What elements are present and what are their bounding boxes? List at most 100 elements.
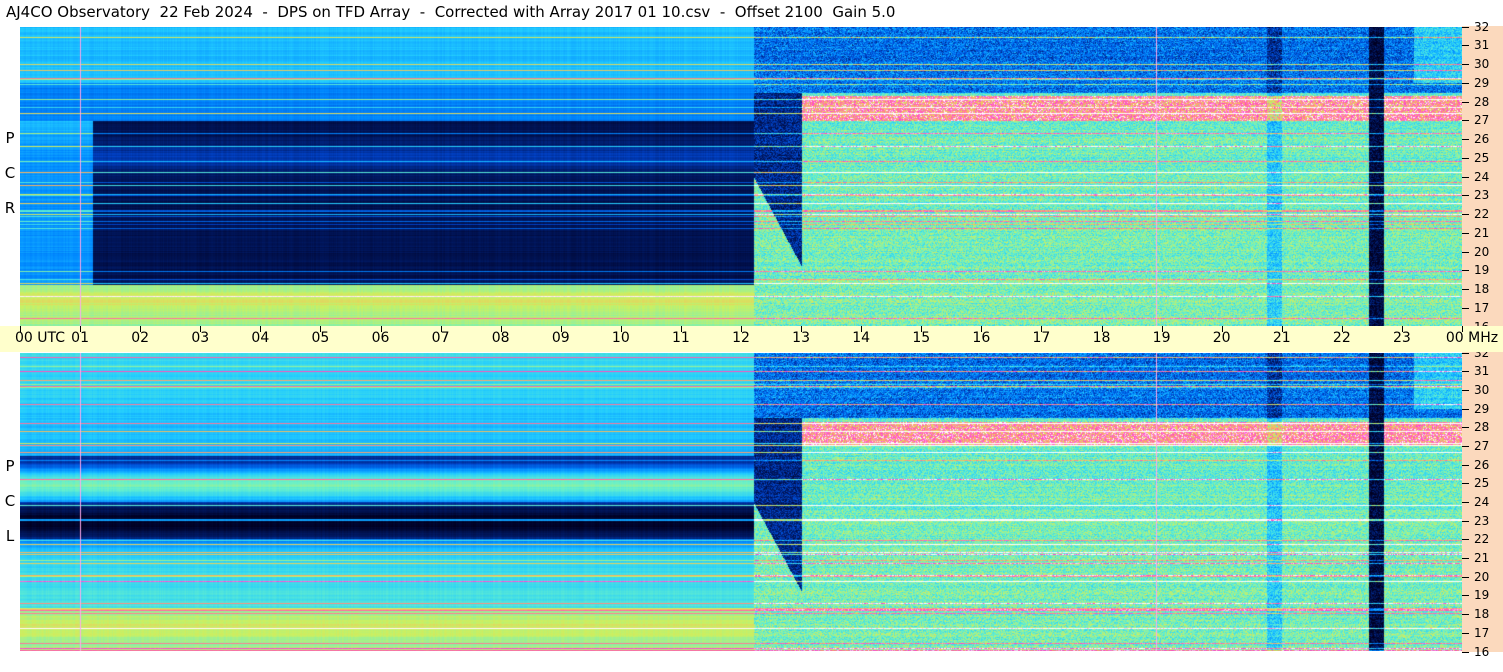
- time-tick-label: 20: [1212, 330, 1231, 346]
- frequency-tick-label: 28: [1474, 94, 1490, 109]
- frequency-tick: [1462, 352, 1469, 354]
- frequency-tick: [1462, 483, 1469, 485]
- frequency-tick: [1462, 176, 1469, 178]
- time-tick-label: 22: [1332, 330, 1351, 346]
- time-tick: [620, 326, 622, 332]
- frequency-tick: [1462, 576, 1469, 578]
- lcp-frequency-axis: 16 17 18 19 20 21 22 23 24 25 26 27 28 29 30 31 32: [1462, 346, 1503, 659]
- time-tick-label: 14: [852, 330, 871, 346]
- time-tick-label: 10: [611, 330, 630, 346]
- frequency-tick: [1462, 464, 1469, 466]
- time-tick: [1341, 326, 1343, 332]
- frequency-tick: [1462, 139, 1469, 140]
- frequency-tick-label: 28: [1474, 420, 1490, 435]
- time-tick: [560, 326, 562, 332]
- frequency-tick: [1462, 214, 1469, 215]
- time-tick-label: 13: [792, 330, 810, 346]
- time-tick-label: 03: [191, 330, 210, 346]
- rcp-letter: C: [4, 164, 16, 182]
- time-tick: [140, 326, 142, 332]
- time-tick-label: 04: [251, 330, 270, 346]
- time-tick: [801, 326, 803, 332]
- lcp-letter: C: [4, 492, 16, 510]
- rcp-letter: R: [4, 199, 16, 217]
- time-tick: [500, 326, 502, 332]
- frequency-tick-label: 25: [1474, 150, 1490, 165]
- time-tick-label: 07: [431, 330, 450, 346]
- time-tick: [741, 326, 742, 332]
- frequency-tick-label: 32: [1474, 19, 1490, 34]
- rcp-side-label: P C R: [0, 121, 20, 226]
- time-tick: [1281, 326, 1283, 332]
- frequency-tick-label: 24: [1474, 495, 1490, 509]
- utc-time-axis: 00 UTC 01 02 03 04 05 06 07 08 09 10 11 12 13 14 15 16 17…: [0, 326, 1503, 352]
- time-tick-label: 17: [1032, 330, 1051, 346]
- frequency-tick: [1462, 120, 1469, 122]
- frequency-tick-label: 21: [1474, 225, 1490, 240]
- frequency-tick-label: 22: [1474, 207, 1490, 221]
- time-tick-label: 05: [311, 330, 330, 346]
- frequency-tick: [1462, 45, 1469, 47]
- time-tick: [380, 326, 382, 332]
- time-tick-label: 21: [1272, 330, 1291, 346]
- frequency-tick: [1462, 101, 1469, 103]
- frequency-tick-label: 20: [1474, 244, 1490, 259]
- frequency-tick: [1462, 157, 1469, 159]
- time-tick: [680, 326, 682, 332]
- time-tick: [200, 326, 202, 332]
- lcp-side-label: P C L: [0, 449, 20, 554]
- frequency-tick-label: 24: [1474, 169, 1490, 184]
- time-tick-label: 18: [1092, 330, 1111, 346]
- time-tick-label: 02: [131, 330, 150, 346]
- time-tick: [1221, 326, 1223, 332]
- frequency-tick-label: 31: [1474, 364, 1490, 379]
- frequency-tick-label: 25: [1474, 476, 1490, 491]
- frequency-tick: [1462, 632, 1469, 634]
- time-tick: [981, 326, 983, 332]
- frequency-tick-label: 26: [1474, 132, 1490, 146]
- frequency-tick-label: 20: [1474, 569, 1490, 584]
- rcp-spectrogram: [20, 27, 1462, 326]
- time-tick-label: 09: [551, 330, 570, 346]
- frequency-tick: [1462, 195, 1469, 197]
- frequency-tick: [1462, 614, 1469, 616]
- frequency-tick-label: 29: [1474, 401, 1490, 416]
- frequency-tick: [1462, 307, 1469, 309]
- time-tick: [20, 326, 21, 332]
- time-tick: [320, 326, 322, 332]
- frequency-tick-label: 22: [1474, 532, 1490, 547]
- frequency-tick: [1462, 427, 1469, 429]
- time-tick-label: 16: [972, 330, 991, 346]
- frequency-tick: [1462, 270, 1469, 272]
- frequency-tick-label: 27: [1474, 438, 1490, 453]
- time-tick-label: 23: [1392, 330, 1411, 346]
- frequency-tick-label: 17: [1474, 625, 1490, 640]
- frequency-tick-label: 30: [1474, 382, 1490, 397]
- time-tick: [260, 326, 262, 332]
- frequency-tick: [1462, 232, 1469, 234]
- lcp-letter: L: [5, 527, 15, 545]
- time-tick-label: 01: [71, 330, 89, 346]
- time-tick: [1161, 326, 1163, 332]
- rcp-letter: P: [5, 129, 15, 147]
- frequency-tick: [1462, 251, 1469, 253]
- frequency-tick-label: 26: [1474, 457, 1490, 472]
- lcp-spectrogram: [20, 353, 1462, 651]
- time-tick-label: 00 MHz: [1445, 330, 1499, 346]
- frequency-tick: [1462, 595, 1469, 597]
- frequency-tick: [1462, 445, 1469, 447]
- frequency-tick-label: 18: [1474, 607, 1490, 622]
- frequency-tick-label: 30: [1474, 57, 1490, 71]
- frequency-tick-label: 19: [1474, 588, 1490, 603]
- time-tick: [440, 326, 442, 332]
- time-tick-label: 11: [671, 330, 690, 346]
- time-tick: [921, 326, 923, 332]
- frequency-tick-label: 27: [1474, 113, 1490, 128]
- frequency-tick: [1462, 651, 1469, 653]
- time-tick: [1401, 326, 1403, 332]
- frequency-tick-label: 23: [1474, 188, 1490, 203]
- frequency-tick-label: 17: [1474, 300, 1490, 315]
- time-tick-label: 19: [1152, 330, 1171, 346]
- lcp-letter: P: [5, 457, 15, 475]
